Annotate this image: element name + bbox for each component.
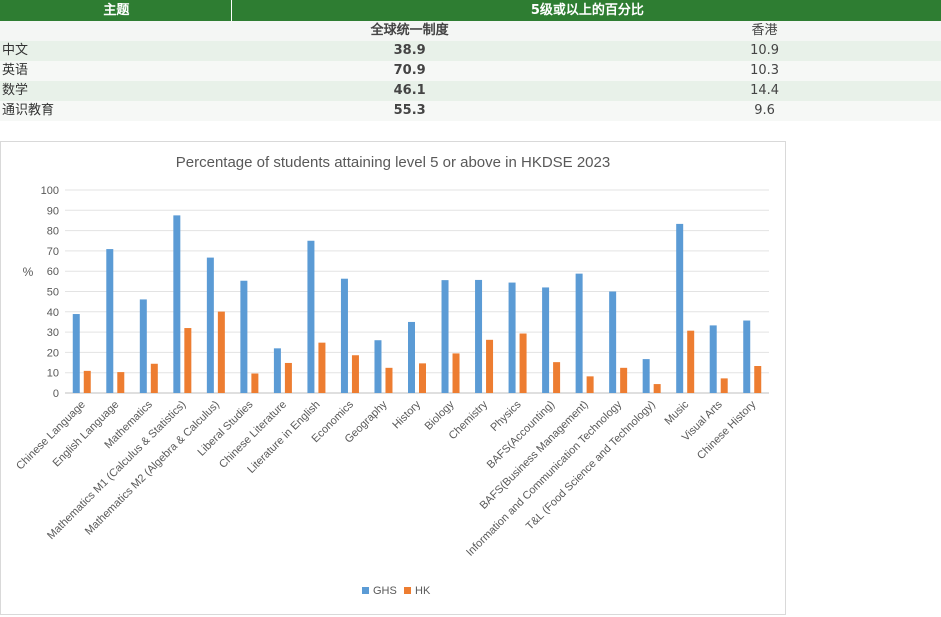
bar-ghs [676,223,684,393]
bar-ghs [307,240,315,393]
subheader-blank [0,21,232,41]
table-header-row: 主题 5级或以上的百分比 [0,0,941,21]
bar-hk [150,363,158,393]
bar-ghs [139,299,147,393]
y-axis-ticks: 0 10 20 30 40 50 60 70 80 90 100 [41,185,59,400]
y-tick-label: 30 [47,327,59,339]
bar-ghs [642,359,650,393]
table-row: 英语 70.9 10.3 [0,61,941,81]
hk-cell: 10.3 [586,61,941,81]
bar-hk [419,363,426,393]
bar-ghs [206,257,214,393]
results-table: 主题 5级或以上的百分比 全球统一制度 香港 中文 38.9 10.9 英语 7… [0,0,941,121]
bar-ghs [609,291,617,393]
bar-hk [687,330,695,393]
bar-hk [184,328,192,393]
bar-hk [284,362,292,393]
y-tick-label: 90 [47,205,59,217]
legend-label-hk: HK [415,585,431,597]
x-tick-label: Information and Communication Technology [464,398,624,558]
bar-hk [452,353,460,393]
bar-hk [351,355,359,393]
bar-hk [385,367,393,393]
subject-header: 主题 [0,0,232,21]
bar-hk [251,373,259,393]
bar-chart: Percentage of students attaining level 5… [14,154,769,597]
y-tick-label: 0 [53,388,59,400]
bar-hk [754,366,762,393]
bar-ghs [508,282,516,393]
bar-ghs [709,325,717,393]
subject-cell: 中文 [0,41,232,61]
y-tick-label: 50 [47,287,59,299]
table-row: 数学 46.1 14.4 [0,81,941,101]
bar-hk [620,367,628,393]
x-tick-label: Music [663,398,692,427]
subject-cell: 通识教育 [0,101,232,121]
bar-hk [486,339,494,393]
bar-hk [519,333,527,393]
bar-ghs [542,287,550,393]
ghs-column-header: 全球统一制度 [231,21,587,41]
chart-title: Percentage of students attaining level 5… [176,154,610,171]
bar-ghs [743,320,751,393]
table-subheader-row: 全球统一制度 香港 [0,21,941,41]
bar-ghs [475,279,483,393]
y-tick-label: 80 [47,226,59,238]
bar-hk [318,342,326,393]
subject-cell: 数学 [0,81,232,101]
hk-cell: 14.4 [586,81,941,101]
percentage-group-header: 5级或以上的百分比 [230,0,941,21]
gridlines [65,189,769,394]
bar-hk [553,362,561,393]
bar-hk [720,378,728,393]
x-tick-label: Chinese History [695,398,759,462]
bar-hk [83,370,91,393]
y-tick-label: 20 [47,347,59,359]
bar-ghs [441,280,449,393]
bar-ghs [240,280,248,393]
y-tick-label: 100 [41,185,59,197]
ghs-cell: 55.3 [231,101,587,121]
hk-cell: 9.6 [586,101,941,121]
subject-cell: 英语 [0,61,232,81]
ghs-cell: 46.1 [231,81,587,101]
bar-hk [653,384,661,393]
y-tick-label: 60 [47,266,59,278]
table-row: 通识教育 55.3 9.6 [0,101,941,121]
bar-ghs [374,340,382,393]
bar-ghs [106,249,114,393]
bar-hk [217,311,225,393]
bar-hk [117,372,125,393]
legend-swatch-ghs [362,587,369,594]
bar-ghs [575,273,583,393]
ghs-cell: 70.9 [231,61,587,81]
y-tick-label: 40 [47,307,59,319]
x-tick-label: History [390,398,423,431]
bar-ghs [408,321,415,393]
legend: GHS HK [362,585,431,597]
ghs-cell: 38.9 [231,41,587,61]
bar-ghs [340,278,348,393]
chart-container: Percentage of students attaining level 5… [0,141,786,615]
bar-ghs [173,215,181,393]
legend-label-ghs: GHS [373,585,397,597]
y-axis-label: % [23,265,34,279]
bars [72,215,762,393]
table-row: 中文 38.9 10.9 [0,41,941,61]
y-tick-label: 70 [47,246,59,258]
bar-ghs [72,314,80,393]
bar-hk [586,376,594,393]
hk-cell: 10.9 [586,41,941,61]
hk-column-header: 香港 [586,21,941,41]
bar-ghs [273,348,281,393]
y-tick-label: 10 [47,368,59,380]
legend-swatch-hk [404,587,411,594]
